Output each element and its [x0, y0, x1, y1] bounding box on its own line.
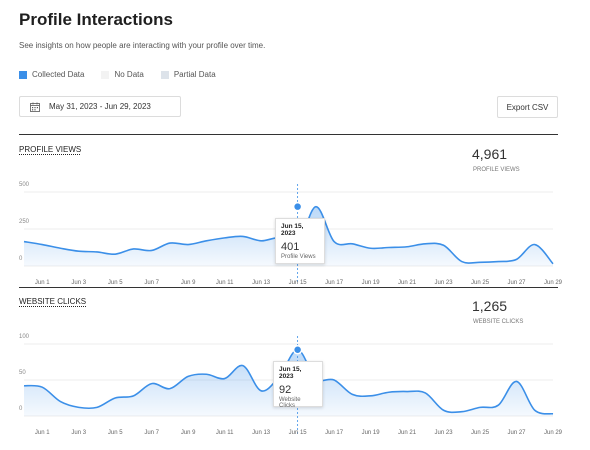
x-tick-label: Jun 27	[508, 280, 527, 286]
calendar-icon	[30, 102, 40, 112]
x-tick-label: Jun 9	[181, 280, 196, 286]
y-tick-label: 0	[19, 406, 23, 412]
y-tick-label: 250	[19, 219, 30, 225]
x-tick-label: Jun 13	[252, 280, 271, 286]
legend-label-partial: Partial Data	[173, 70, 216, 79]
x-tick-label: Jun 1	[35, 280, 50, 286]
x-tick-label: Jun 25	[471, 430, 490, 436]
legend-item-partial: Partial Data	[160, 70, 216, 79]
tooltip-label: Profile Views	[281, 254, 316, 260]
x-tick-label: Jun 11	[216, 280, 234, 286]
highlight-point[interactable]	[292, 201, 303, 212]
x-tick-label: Jun 19	[362, 430, 381, 436]
legend-swatch-collected	[19, 70, 27, 79]
x-tick-label: Jun 29	[544, 430, 563, 436]
y-tick-label: 0	[19, 256, 23, 262]
x-tick-label: Jun 27	[508, 430, 527, 436]
tooltip-value: 92	[279, 384, 292, 396]
highlight-point[interactable]	[292, 345, 303, 355]
x-tick-label: Jun 15	[289, 280, 308, 286]
x-tick-label: Jun 3	[71, 280, 86, 286]
profile-views-total: 4,961	[472, 146, 508, 162]
tooltip-value: 401	[281, 241, 300, 253]
x-tick-label: Jun 3	[71, 430, 86, 436]
y-tick-label: 50	[19, 370, 26, 376]
y-tick-label: 100	[19, 334, 30, 340]
x-tick-label: Jun 7	[144, 430, 159, 436]
x-tick-label: Jun 7	[144, 280, 159, 286]
tooltip-label: Website Clicks	[279, 397, 301, 409]
x-tick-label: Jun 21	[398, 280, 417, 286]
date-range-text: May 31, 2023 - Jun 29, 2023	[49, 102, 151, 111]
x-tick-label: Jun 25	[471, 280, 490, 286]
x-tick-label: Jun 29	[544, 280, 563, 286]
x-tick-label: Jun 5	[108, 430, 123, 436]
x-tick-label: Jun 19	[362, 280, 381, 286]
legend-item-collected: Collected Data	[19, 70, 84, 79]
legend-label-no-data: No Data	[114, 70, 144, 79]
series-line	[23, 348, 554, 415]
x-tick-label: Jun 15	[289, 430, 308, 436]
x-tick-label: Jun 5	[108, 280, 123, 286]
section-divider	[19, 287, 558, 288]
website-clicks-tooltip: Jun 15, 2023 92 Website Clicks	[273, 361, 323, 409]
website-clicks-label[interactable]: WEBSITE CLICKS	[19, 297, 87, 306]
profile-views-label[interactable]: PROFILE VIEWS	[19, 145, 82, 154]
website-clicks-total-label: WEBSITE CLICKS	[473, 319, 524, 325]
x-tick-label: Jun 9	[181, 430, 196, 436]
x-tick-label: Jun 23	[435, 280, 454, 286]
website-clicks-total: 1,265	[472, 298, 508, 314]
x-tick-label: Jun 17	[325, 280, 344, 286]
page-subtitle: See insights on how people are interacti…	[19, 41, 266, 50]
legend-item-no-data: No Data	[101, 70, 144, 79]
page-title: Profile Interactions	[19, 10, 173, 29]
tooltip-date: Jun 15, 2023	[279, 366, 302, 380]
profile-views-tooltip: Jun 15, 2023 401 Profile Views	[275, 218, 325, 264]
legend-swatch-partial	[160, 70, 169, 79]
legend-label-collected: Collected Data	[32, 70, 85, 79]
profile-views-total-label: PROFILE VIEWS	[473, 167, 520, 173]
y-tick-label: 500	[19, 182, 30, 188]
x-tick-label: Jun 13	[252, 430, 271, 436]
series-area	[24, 206, 553, 266]
legend: Collected Data No Data Partial Data	[19, 70, 216, 79]
x-tick-label: Jun 11	[216, 430, 234, 436]
x-tick-label: Jun 17	[325, 430, 344, 436]
tooltip-date: Jun 15, 2023	[281, 223, 304, 237]
x-tick-label: Jun 1	[35, 430, 50, 436]
legend-swatch-no-data	[101, 70, 110, 79]
x-tick-label: Jun 21	[398, 430, 417, 436]
section-divider	[19, 134, 558, 135]
export-csv-button[interactable]: Export CSV	[497, 96, 558, 118]
x-tick-label: Jun 23	[435, 430, 454, 436]
date-range-picker[interactable]: May 31, 2023 - Jun 29, 2023	[19, 96, 181, 117]
